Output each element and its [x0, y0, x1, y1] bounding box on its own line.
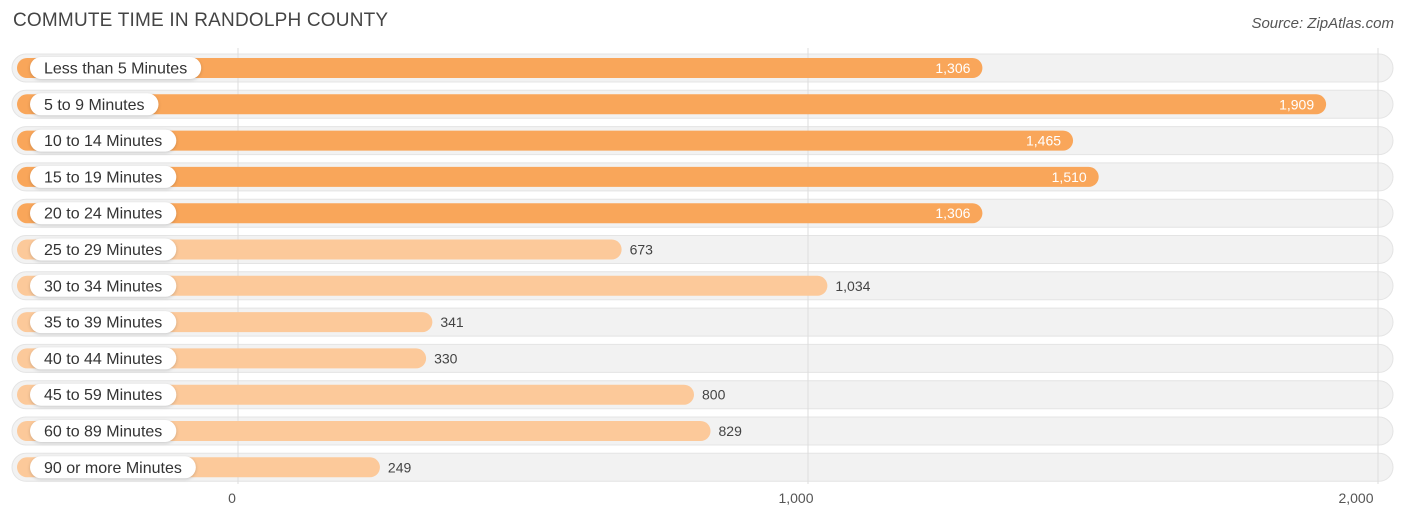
bar — [17, 94, 1327, 115]
category-label: 90 or more Minutes — [44, 460, 182, 477]
chart-source: Source: ZipAtlas.com — [1251, 15, 1394, 32]
bar-rows — [11, 53, 1394, 482]
bar — [17, 166, 1099, 187]
chart-title: COMMUTE TIME IN RANDOLPH COUNTY — [13, 10, 389, 31]
category-pill — [30, 57, 202, 79]
bar — [17, 203, 983, 224]
bar — [17, 275, 828, 296]
category-pill — [30, 383, 177, 406]
bar — [17, 130, 1074, 151]
category-pill — [30, 238, 177, 261]
value-label: 249 — [388, 459, 412, 475]
value-label: 1,465 — [1026, 133, 1061, 149]
category-label: 40 to 44 Minutes — [44, 351, 162, 368]
category-pill — [30, 129, 177, 152]
bars: Less than 5 Minutes 1,306 5 to 9 Minutes 1,… — [17, 57, 1327, 479]
category-label: 20 to 24 Minutes — [44, 206, 162, 223]
category-label: 35 to 39 Minutes — [44, 315, 162, 332]
category-pill — [30, 311, 177, 334]
value-label: 829 — [719, 423, 743, 439]
value-label: 1,510 — [1052, 169, 1087, 185]
category-pill — [30, 420, 177, 442]
category-pill — [30, 202, 177, 225]
category-label: 30 to 34 Minutes — [44, 278, 162, 295]
value-label: 341 — [440, 314, 464, 330]
value-label: 800 — [702, 387, 726, 403]
value-label: 673 — [630, 242, 654, 258]
value-label: 1,909 — [1279, 96, 1314, 112]
category-pill — [30, 165, 177, 188]
x-tick-label: 2,000 — [1338, 490, 1373, 506]
value-label: 330 — [434, 350, 458, 366]
category-label: 10 to 14 Minutes — [44, 133, 162, 150]
bar — [17, 384, 694, 405]
category-label: 5 to 9 Minutes — [44, 97, 145, 114]
category-label: 25 to 29 Minutes — [44, 242, 162, 259]
x-tick-label: 1,000 — [778, 490, 813, 506]
category-label: 60 to 89 Minutes — [44, 424, 162, 441]
grid-lines — [237, 48, 1379, 484]
category-label: Less than 5 Minutes — [44, 61, 187, 78]
value-label: 1,306 — [935, 205, 970, 221]
category-label: 45 to 59 Minutes — [44, 387, 162, 404]
category-pill — [30, 93, 159, 116]
category-pill — [30, 274, 177, 297]
x-axis-ticks: 0 1,000 2,000 — [228, 490, 1374, 506]
category-pill — [30, 456, 196, 479]
bar — [17, 58, 983, 78]
category-pill — [30, 347, 177, 370]
value-label: 1,306 — [935, 60, 970, 76]
x-tick-label: 0 — [228, 490, 236, 506]
value-label: 1,034 — [835, 278, 870, 294]
category-label: 15 to 19 Minutes — [44, 169, 162, 186]
bar — [17, 421, 711, 441]
